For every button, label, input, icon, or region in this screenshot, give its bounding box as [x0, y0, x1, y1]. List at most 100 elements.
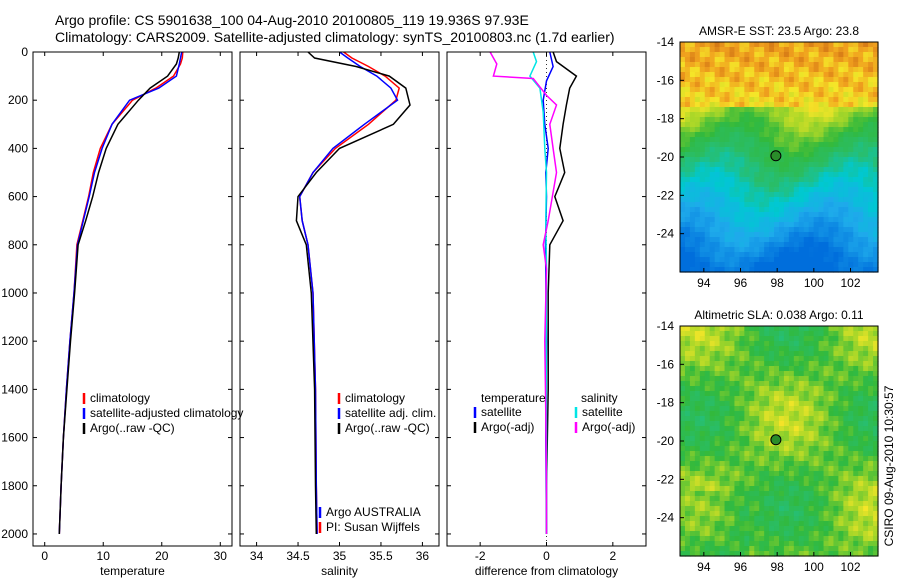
heatmap-cell: [739, 127, 745, 133]
heatmap-cell: [868, 147, 874, 153]
heatmap-cell: [843, 546, 849, 552]
heatmap-cell: [823, 207, 830, 213]
heatmap-cell: [769, 511, 775, 517]
heatmap-cell: [769, 551, 775, 557]
heatmap-cell: [764, 446, 770, 452]
heatmap-cell: [793, 401, 800, 407]
heatmap-cell: [838, 222, 844, 228]
heatmap-cell: [818, 491, 825, 497]
heatmap-cell: [714, 202, 721, 208]
heatmap-cell: [680, 466, 686, 472]
heatmap-cell: [689, 346, 696, 352]
heatmap-cell: [709, 182, 716, 188]
heatmap-cell: [714, 162, 721, 168]
heatmap-cell: [769, 386, 775, 392]
heatmap-cell: [788, 127, 795, 133]
heatmap-cell: [858, 376, 864, 382]
heatmap-cell: [724, 361, 731, 367]
heatmap-cell: [754, 92, 760, 98]
heatmap-cell: [719, 267, 726, 273]
heatmap-cell: [858, 386, 864, 392]
heatmap-cell: [769, 416, 775, 422]
heatmap-cell: [858, 531, 864, 537]
heatmap-cell: [739, 247, 745, 253]
heatmap-cell: [868, 536, 874, 542]
heatmap-cell: [704, 122, 711, 128]
heatmap-cell: [803, 112, 810, 118]
heatmap-cell: [788, 112, 795, 118]
heatmap-cell: [680, 157, 686, 163]
heatmap-cell: [823, 346, 830, 352]
heatmap-cell: [774, 431, 780, 437]
heatmap-cell: [858, 401, 864, 407]
heatmap-cell: [694, 202, 701, 208]
heatmap-cell: [783, 197, 790, 203]
heatmap-cell: [714, 381, 721, 387]
heatmap-cell: [694, 326, 701, 332]
heatmap-cell: [848, 536, 854, 542]
heatmap-cell: [868, 366, 874, 372]
heatmap-cell: [709, 386, 716, 392]
heatmap-cell: [684, 247, 691, 253]
heatmap-cell: [734, 257, 740, 263]
heatmap-cell: [764, 526, 770, 532]
heatmap-cell: [699, 416, 706, 422]
heatmap-cell: [719, 336, 726, 342]
heatmap-cell: [769, 147, 775, 153]
heatmap-cell: [764, 172, 770, 178]
heatmap-cell: [684, 471, 691, 477]
heatmap-cell: [798, 406, 805, 412]
heatmap-cell: [848, 257, 854, 263]
heatmap-cell: [823, 142, 830, 148]
heatmap-cell: [714, 117, 721, 123]
heatmap-cell: [833, 536, 839, 542]
heatmap-cell: [868, 531, 874, 537]
heatmap-cell: [759, 92, 765, 98]
heatmap-cell: [754, 177, 760, 183]
heatmap-cell: [848, 446, 854, 452]
heatmap-cell: [769, 351, 775, 357]
heatmap-cell: [769, 481, 775, 487]
y-tick-label: 2000: [1, 527, 28, 541]
heatmap-cell: [680, 97, 686, 103]
heatmap-cell: [808, 252, 815, 258]
heatmap-cell: [684, 212, 691, 218]
heatmap-cell: [680, 456, 686, 462]
heatmap-cell: [808, 147, 815, 153]
map-x-tick-label: 102: [840, 560, 860, 574]
heatmap-cell: [843, 197, 849, 203]
heatmap-cell: [793, 331, 800, 337]
heatmap-cell: [863, 486, 869, 492]
heatmap-cell: [729, 82, 736, 88]
heatmap-cell: [793, 267, 800, 273]
heatmap-cell: [843, 441, 849, 447]
heatmap-cell: [709, 267, 716, 273]
heatmap-cell: [868, 212, 874, 218]
heatmap-cell: [739, 157, 745, 163]
heatmap-cell: [759, 341, 765, 347]
heatmap-cell: [724, 356, 731, 362]
heatmap-cell: [684, 107, 691, 113]
heatmap-cell: [694, 157, 701, 163]
heatmap-cell: [858, 431, 864, 437]
heatmap-cell: [853, 546, 859, 552]
map-y-tick-label: -18: [657, 112, 675, 126]
heatmap-cell: [699, 152, 706, 158]
heatmap-cell: [774, 536, 780, 542]
heatmap-cell: [858, 481, 864, 487]
heatmap-cell: [689, 197, 696, 203]
heatmap-cell: [868, 546, 874, 552]
heatmap-cell: [808, 461, 815, 467]
heatmap-cell: [680, 197, 686, 203]
heatmap-cell: [764, 137, 770, 143]
heatmap-cell: [823, 97, 830, 103]
heatmap-cell: [873, 62, 879, 68]
heatmap-cell: [680, 526, 686, 532]
heatmap-cell: [798, 371, 805, 377]
heatmap-cell: [714, 476, 721, 482]
heatmap-cell: [774, 257, 780, 263]
heatmap-cell: [724, 77, 731, 83]
heatmap-cell: [754, 346, 760, 352]
heatmap-cell: [873, 461, 879, 467]
heatmap-cell: [699, 541, 706, 547]
